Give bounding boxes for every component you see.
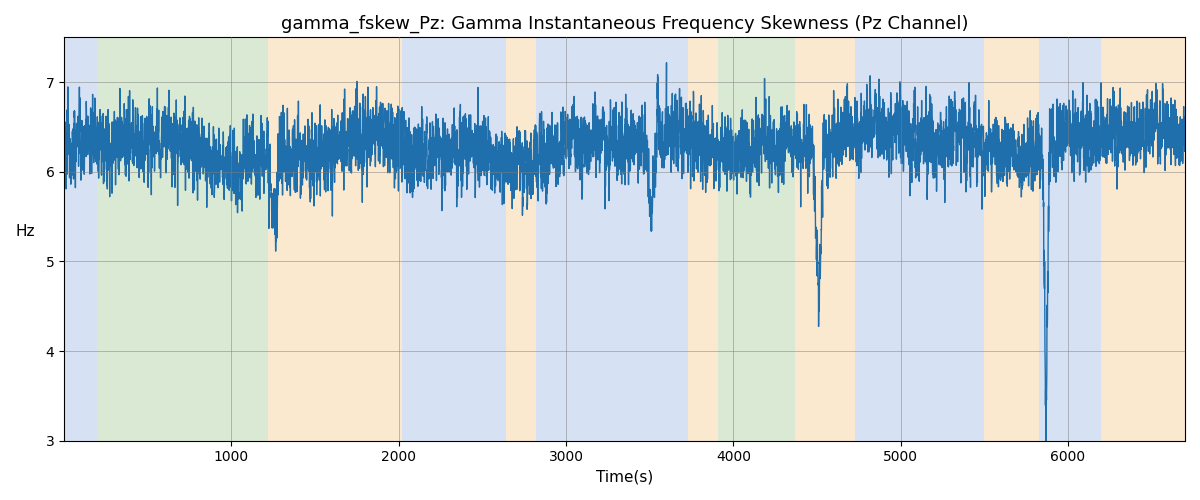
Bar <box>536 38 688 440</box>
Bar <box>1102 38 1186 440</box>
Bar <box>97 38 269 440</box>
Bar <box>984 38 1039 440</box>
Bar <box>688 38 719 440</box>
Bar <box>269 38 402 440</box>
Bar <box>506 38 536 440</box>
Bar <box>1039 38 1102 440</box>
Bar <box>856 38 984 440</box>
Y-axis label: Hz: Hz <box>16 224 35 239</box>
Bar <box>719 38 796 440</box>
Bar <box>402 38 506 440</box>
X-axis label: Time(s): Time(s) <box>596 470 653 485</box>
Title: gamma_fskew_Pz: Gamma Instantaneous Frequency Skewness (Pz Channel): gamma_fskew_Pz: Gamma Instantaneous Freq… <box>281 15 968 34</box>
Bar <box>796 38 856 440</box>
Bar <box>64 38 97 440</box>
